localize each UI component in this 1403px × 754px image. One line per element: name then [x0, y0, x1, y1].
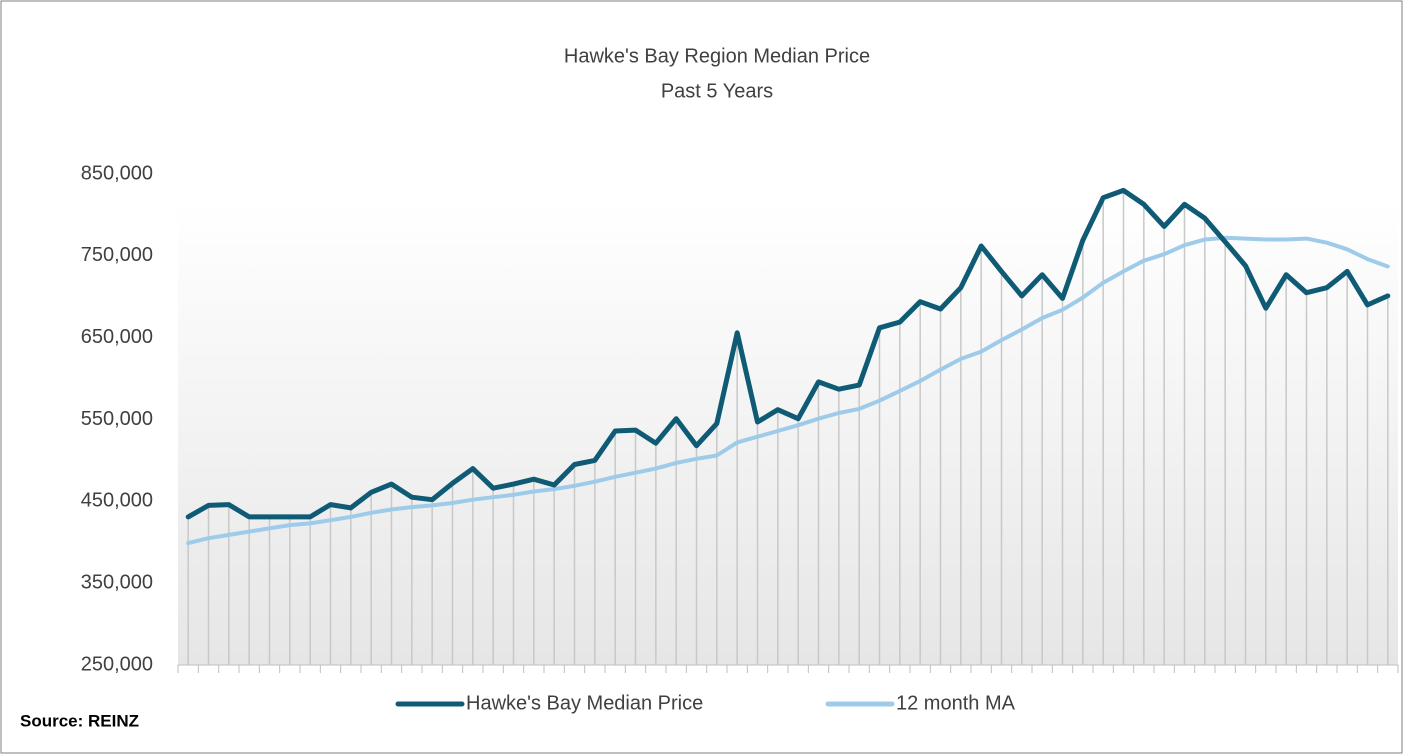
chart-title: Hawke's Bay Region Median Price	[564, 45, 870, 67]
legend-label: Hawke's Bay Median Price	[466, 692, 703, 714]
y-tick-label: 850,000	[81, 162, 153, 184]
y-tick-label: 450,000	[81, 490, 153, 512]
chart-subtitle: Past 5 Years	[661, 80, 773, 102]
y-tick-label: 250,000	[81, 653, 153, 675]
y-tick-label: 350,000	[81, 571, 153, 593]
plot-background	[178, 200, 1398, 665]
legend-label: 12 month MA	[896, 692, 1016, 714]
source-note: Source: REINZ	[20, 711, 139, 730]
y-tick-label: 750,000	[81, 244, 153, 266]
series-line	[186, 235, 1390, 546]
y-tick-label: 550,000	[81, 408, 153, 430]
series-line	[185, 187, 1391, 520]
y-tick-label: 650,000	[81, 326, 153, 348]
